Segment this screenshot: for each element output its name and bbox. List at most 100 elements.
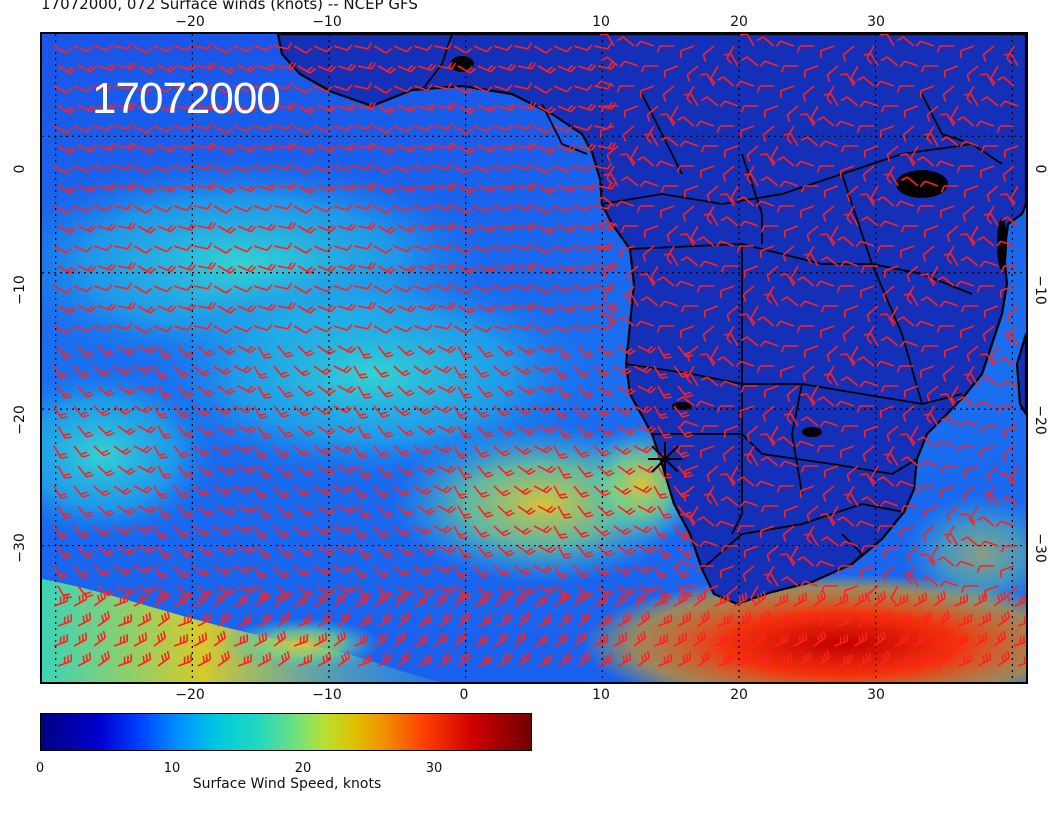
wind-barb: [642, 245, 655, 262]
wind-barb: [653, 565, 669, 579]
wind-barb: [373, 285, 393, 294]
wind-barb: [679, 233, 695, 247]
wind-barb: [656, 325, 674, 333]
wind-barb: [493, 565, 511, 577]
wind-barb: [477, 654, 492, 667]
wind-barb: [493, 405, 511, 417]
wind-barb: [337, 505, 357, 514]
wind-barb: [393, 325, 413, 333]
wind-barb: [93, 204, 113, 212]
wind-barb: [926, 125, 935, 145]
wind-barb: [553, 165, 573, 173]
wind-barb: [779, 180, 799, 188]
wind-barb: [553, 592, 568, 607]
wind-barb: [213, 45, 233, 54]
wind-barb: [513, 322, 533, 330]
right-lat-label: −20: [1032, 405, 1048, 435]
wind-barb: [93, 565, 111, 577]
wind-barb: [337, 425, 357, 434]
wind-barb: [177, 63, 197, 72]
wind-barb: [842, 45, 855, 62]
wind-barb: [477, 425, 494, 438]
wind-barb: [1003, 333, 1019, 347]
wind-barb: [433, 162, 453, 170]
wind-barb: [619, 153, 635, 167]
wind-barb: [763, 573, 779, 587]
wind-barb: [637, 385, 657, 394]
wind-barb: [313, 245, 333, 253]
wind-barb: [824, 465, 839, 478]
wind-barb: [699, 353, 715, 367]
wind-barb: [173, 594, 188, 607]
wind-map-canvas: [42, 34, 1026, 682]
wind-barb: [137, 305, 157, 314]
wind-barb: [133, 405, 153, 414]
wind-barb: [637, 425, 657, 434]
wind-barb: [1004, 145, 1019, 158]
wind-barb: [293, 205, 313, 214]
wind-barb: [113, 445, 132, 455]
wind-barb: [437, 465, 457, 474]
wind-barb: [177, 143, 197, 152]
wind-barb: [517, 425, 536, 435]
wind-barb: [975, 120, 995, 128]
wind-barb: [377, 185, 397, 194]
wind-barb: [806, 525, 815, 545]
lake: [997, 218, 1007, 270]
wind-barb: [93, 164, 113, 172]
wind-barb: [93, 124, 113, 132]
wind-barb: [717, 654, 732, 667]
wind-barb: [233, 285, 253, 293]
lake: [672, 402, 692, 410]
wind-barb: [233, 445, 253, 454]
wind-barb: [157, 505, 173, 519]
wind-barb: [700, 445, 715, 458]
wind-barb: [997, 610, 1011, 627]
wind-barb: [413, 445, 432, 455]
wind-barb: [533, 634, 548, 647]
wind-barb: [737, 612, 752, 627]
wind-barb: [277, 465, 294, 478]
wind-barb: [1004, 425, 1019, 438]
wind-barb: [333, 124, 353, 132]
wind-barb: [57, 465, 73, 479]
wind-barb: [1002, 445, 1015, 462]
wind-barb: [782, 245, 795, 262]
wind-barb: [453, 405, 469, 419]
wind-barb: [457, 610, 471, 627]
wind-barb: [337, 610, 351, 627]
wind-barb: [133, 165, 153, 174]
wind-barb: [257, 303, 277, 312]
wind-barb: [237, 654, 252, 667]
wind-barb: [553, 205, 573, 213]
wind-barb: [173, 324, 193, 332]
wind-barb: [117, 345, 136, 355]
wind-barb: [173, 634, 188, 647]
wind-barb: [873, 630, 887, 647]
wind-barb: [796, 556, 815, 567]
wind-barb: [217, 185, 237, 194]
wind-barb: [979, 260, 999, 268]
wind-barb: [557, 385, 573, 399]
wind-barb: [1013, 595, 1026, 607]
wind-barb: [517, 61, 537, 70]
wind-barb: [599, 220, 619, 228]
wind-barb: [453, 165, 473, 174]
wind-barb: [890, 585, 899, 605]
wind-barb: [137, 385, 157, 394]
wind-barb: [297, 505, 315, 517]
wind-barb: [377, 65, 397, 74]
wind-barb: [217, 505, 236, 515]
wind-barb: [880, 56, 899, 67]
wind-barb: [776, 205, 794, 213]
wind-barb: [553, 445, 569, 459]
wind-barb: [776, 436, 795, 447]
africa-landmass: [276, 34, 1026, 606]
wind-barb: [97, 385, 115, 397]
wind-barb: [473, 525, 490, 538]
wind-barb: [730, 465, 739, 485]
wind-barb: [333, 204, 353, 212]
wind-barb: [957, 654, 972, 667]
wind-barb: [613, 485, 632, 495]
wind-barb: [819, 233, 835, 247]
